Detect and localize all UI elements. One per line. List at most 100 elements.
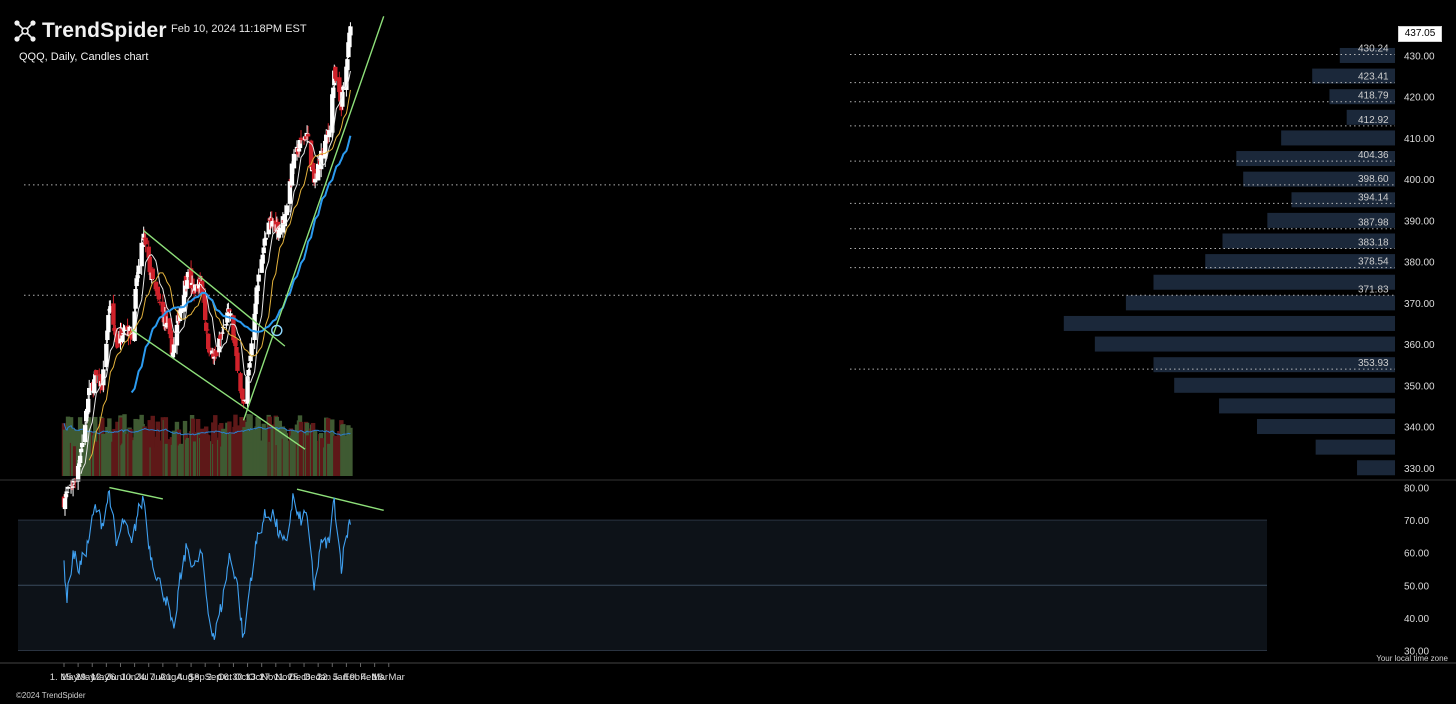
candle-body — [269, 218, 274, 222]
price-tick-label: 420.00 — [1404, 93, 1435, 104]
rsi-tick-label: 50.00 — [1404, 581, 1429, 592]
trendline-rsi-divergence-1 — [109, 486, 163, 500]
candle-body — [206, 333, 211, 350]
candle-body — [228, 313, 233, 316]
candle-body — [323, 140, 328, 159]
price-tick-label: 340.00 — [1404, 423, 1435, 434]
timezone-note: Your local time zone — [1376, 654, 1448, 663]
x-tick-label: 12. Jun — [91, 672, 122, 683]
candle-body — [331, 87, 336, 99]
volume-bar — [157, 440, 163, 476]
candle-body — [111, 303, 116, 325]
level-label: 371.83 — [1358, 284, 1389, 295]
x-tick-label: 7. Aug — [149, 672, 176, 683]
volume-profile-bar — [1357, 460, 1395, 476]
x-tick-label: 25. Dec — [288, 672, 321, 683]
candle-body — [203, 293, 208, 320]
candle-body — [211, 353, 216, 359]
volume-profile-bar — [1291, 192, 1395, 208]
candle-body — [77, 455, 83, 464]
candle-body — [150, 268, 155, 279]
candle-body — [113, 328, 118, 335]
volume-bar — [319, 438, 325, 476]
candle-body — [114, 334, 119, 343]
volume-bar — [242, 427, 247, 476]
volume-bar — [87, 417, 92, 476]
candle-body — [231, 315, 236, 341]
candle-body — [156, 293, 162, 299]
candle-body — [233, 338, 238, 347]
candle-body — [122, 327, 127, 332]
trendline-rsi-divergence-2 — [296, 488, 384, 512]
price-tick-label: 350.00 — [1404, 381, 1435, 392]
sma-10-line — [80, 70, 351, 474]
x-tick-label: 4. Sep — [177, 672, 204, 683]
candle-body — [315, 163, 321, 181]
candle-body — [153, 282, 158, 290]
level-label: 378.54 — [1358, 257, 1389, 268]
volume-bar — [277, 420, 283, 476]
candle-body — [105, 330, 110, 341]
candle-body — [249, 343, 254, 356]
candle-body — [282, 214, 288, 227]
volume-profile — [1063, 47, 1395, 476]
volume-bar — [150, 415, 155, 476]
candle-body — [219, 334, 224, 336]
level-label: 398.60 — [1358, 174, 1389, 185]
rsi-line — [63, 489, 351, 640]
brand-name: TrendSpider — [42, 19, 167, 42]
candle-body — [234, 346, 239, 357]
candle-body — [185, 272, 191, 278]
candle-body — [291, 153, 297, 169]
x-tick-label: 5. Feb — [333, 672, 360, 683]
volume-bar — [348, 427, 353, 476]
current-price-badge: 437.05 — [1398, 26, 1442, 42]
candle-body — [87, 387, 92, 396]
price-tick-label: 360.00 — [1404, 340, 1435, 351]
candle-body — [141, 233, 146, 241]
x-tick-label: 27. Nov — [259, 672, 292, 683]
brand-header: TrendSpider — [14, 19, 167, 43]
candle-body — [188, 268, 194, 289]
candle-body — [94, 370, 99, 376]
candle-body — [337, 77, 342, 92]
candle-body — [78, 448, 84, 453]
price-tick-label: 390.00 — [1404, 216, 1435, 227]
candle-body — [262, 238, 267, 246]
trendline-uptrend — [242, 16, 385, 421]
candle-body — [189, 282, 195, 286]
candle-body — [178, 306, 184, 314]
volume-bar — [178, 443, 184, 476]
candle-body — [167, 318, 173, 335]
volume-profile-bar — [1153, 274, 1395, 290]
volume-bar — [207, 444, 212, 476]
candle-body — [204, 322, 209, 331]
candle-body — [284, 205, 290, 216]
level-label: 387.98 — [1358, 218, 1389, 229]
candle-body — [133, 289, 138, 309]
candle-body — [318, 150, 324, 170]
rsi-pane — [0, 479, 1456, 651]
volume-profile-bar — [1281, 130, 1395, 146]
candle-body — [68, 484, 74, 486]
volume-profile-bar — [1329, 89, 1395, 105]
candle-body — [139, 242, 144, 267]
x-tick-label: 24. Jul — [135, 672, 163, 683]
candle-body — [340, 92, 345, 107]
candle-body — [327, 130, 332, 138]
x-tick-label: 26. Jun — [105, 672, 136, 683]
candle-body — [263, 237, 268, 240]
volume-bar — [263, 429, 268, 476]
candle-body — [260, 254, 265, 264]
level-label: 418.79 — [1358, 91, 1389, 102]
candle-body — [240, 388, 245, 399]
candle-body — [298, 137, 304, 140]
candle-body — [79, 442, 85, 448]
volume-profile-bar — [1346, 109, 1395, 125]
candle-body — [210, 350, 215, 355]
candle-body — [246, 369, 251, 376]
candle-body — [238, 373, 243, 392]
x-tick-label: 11. Dec — [274, 672, 306, 683]
rsi-tick-label: 80.00 — [1404, 484, 1429, 495]
